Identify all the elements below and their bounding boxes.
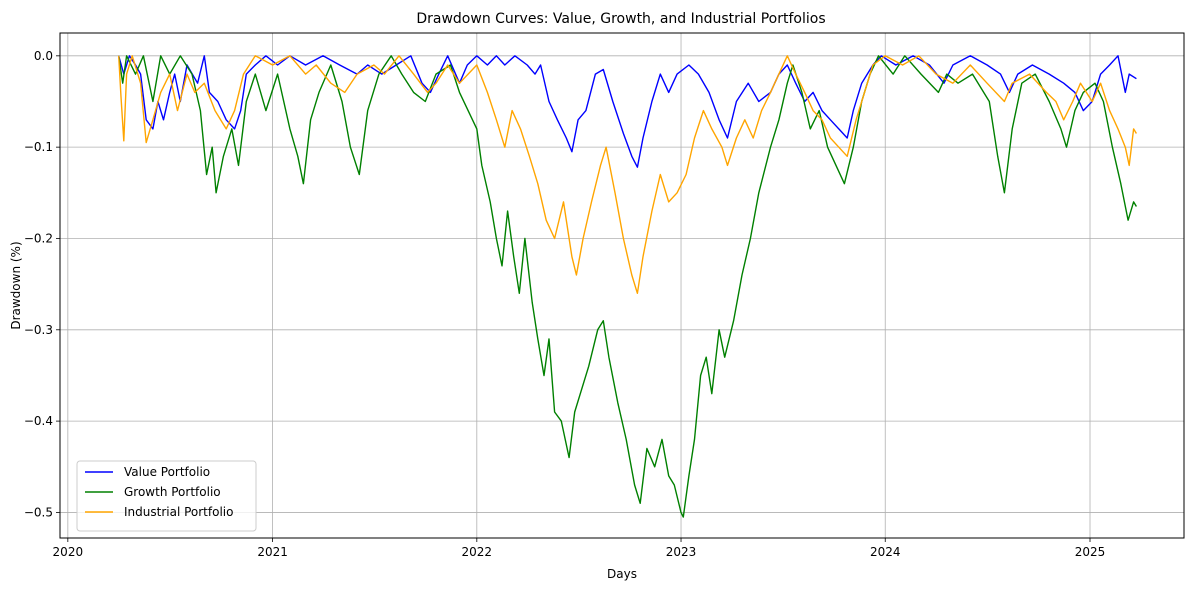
y-tick-label: −0.4: [24, 414, 53, 428]
series-line-0: [118, 55, 1137, 168]
x-tick-label: 2025: [1075, 545, 1106, 559]
legend-label: Value Portfolio: [124, 465, 210, 479]
y-tick-label: −0.3: [24, 323, 53, 337]
y-tick-label: 0.0: [34, 49, 53, 63]
series-layer: [118, 55, 1137, 518]
x-axis-title: Days: [607, 567, 637, 581]
x-tick-label: 2023: [666, 545, 697, 559]
legend-label: Industrial Portfolio: [124, 505, 233, 519]
x-tick-label: 2022: [462, 545, 493, 559]
x-tick-label: 2020: [53, 545, 84, 559]
x-tick-label: 2024: [870, 545, 901, 559]
x-tick-label: 2021: [257, 545, 288, 559]
series-line-1: [118, 55, 1137, 518]
y-tick-label: −0.2: [24, 231, 53, 245]
legend-label: Growth Portfolio: [124, 485, 221, 499]
tick-layer: 2020 2021 2022 2023 2024 2025 0.0 −0.1 −0.2 −0.3 −…: [24, 49, 1105, 559]
y-tick-label: −0.5: [24, 505, 53, 519]
legend: Value Portfolio Growth Portfolio Industria…: [76, 460, 257, 532]
y-tick-label: −0.1: [24, 140, 53, 154]
chart-title: Drawdown Curves: Value, Growth, and Indu…: [416, 11, 825, 27]
y-axis-title: Drawdown (%): [9, 241, 23, 329]
legend-frame: [76, 460, 257, 532]
series-line-2: [118, 55, 1137, 294]
plot-frame: [59, 32, 1185, 539]
